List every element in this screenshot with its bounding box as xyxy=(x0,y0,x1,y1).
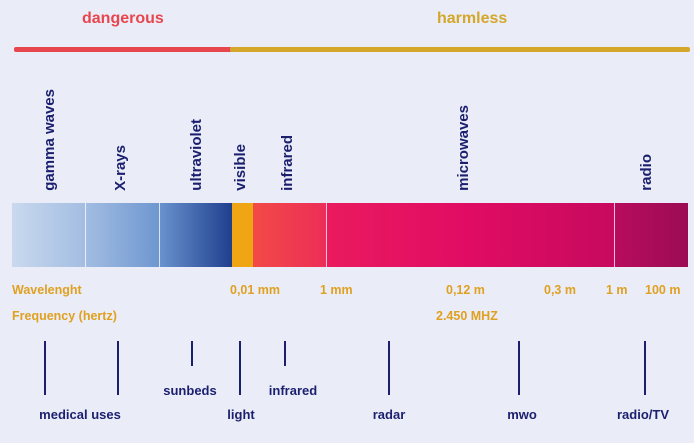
harmless-label: harmless xyxy=(437,10,508,27)
wavelength-mark: 1 m xyxy=(606,283,628,297)
band-name-radio: radio xyxy=(638,154,655,191)
use-label-infrared: infrared xyxy=(268,383,318,398)
use-tick-medical xyxy=(44,341,46,395)
wavelength-mark: 0,3 m xyxy=(544,283,576,297)
wavelength-label: Wavelenght xyxy=(12,283,82,297)
separator xyxy=(614,203,615,267)
use-label-radio-tv: radio/TV xyxy=(616,407,670,422)
wavelength-mark: 0,12 m xyxy=(446,283,485,297)
separator xyxy=(159,203,160,267)
segment-x-rays xyxy=(85,203,159,267)
spectrum-bar xyxy=(12,203,688,267)
frequency-value: 2.450 MHZ xyxy=(436,309,498,323)
frequency-label: Frequency (hertz) xyxy=(12,309,117,323)
segment-infrared xyxy=(253,203,326,267)
dangerous-label: dangerous xyxy=(82,10,164,27)
segment-gamma-waves xyxy=(12,203,85,267)
separator xyxy=(326,203,327,267)
wavelength-mark: 0,01 mm xyxy=(230,283,281,297)
segment-visible xyxy=(232,203,253,267)
danger-zone-line xyxy=(14,47,232,52)
use-tick-medical xyxy=(117,341,119,395)
band-name-x-rays: X-rays xyxy=(112,145,129,191)
segment-microwaves xyxy=(326,203,614,267)
use-tick-radio-tv xyxy=(644,341,646,395)
separator xyxy=(85,203,86,267)
band-name-microwaves: microwaves xyxy=(455,105,472,191)
band-name-visible: visible xyxy=(232,144,249,191)
segment-radio xyxy=(614,203,688,267)
use-label-sunbeds: sunbeds xyxy=(163,383,217,398)
wavelength-mark: 1 mm xyxy=(320,283,353,297)
segment-ultraviolet xyxy=(159,203,232,267)
wavelength-mark: 100 m xyxy=(645,283,681,297)
use-tick-radar xyxy=(388,341,390,395)
band-name-ultraviolet: ultraviolet xyxy=(188,119,205,191)
use-tick-sunbeds xyxy=(191,341,193,366)
use-label-medical-uses: medical uses xyxy=(39,407,121,422)
band-name-infrared: infrared xyxy=(279,135,296,191)
use-tick-mwo xyxy=(518,341,520,395)
use-tick-light xyxy=(239,341,241,395)
use-label-light: light xyxy=(227,407,255,422)
use-label-radar: radar xyxy=(372,407,406,422)
use-tick-infrared xyxy=(284,341,286,366)
harmless-zone-line xyxy=(230,47,690,52)
use-label-mwo: mwo xyxy=(507,407,537,422)
band-name-gamma-waves: gamma waves xyxy=(41,89,58,191)
